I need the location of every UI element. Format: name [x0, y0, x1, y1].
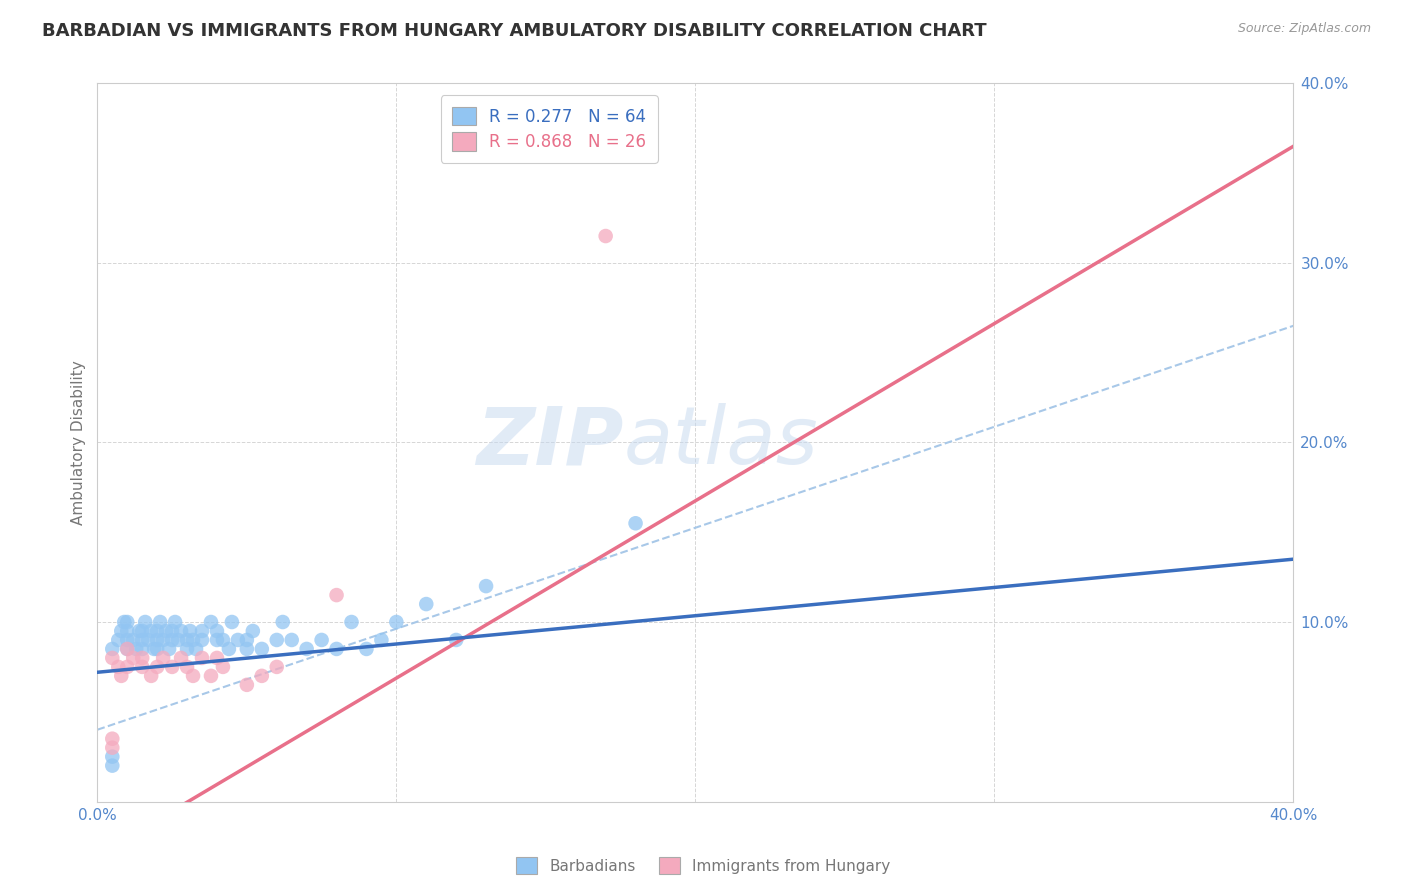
- Point: [160, 660, 183, 674]
- Point: [128, 624, 150, 638]
- Point: [212, 660, 235, 674]
- Point: [131, 642, 153, 657]
- Point: [205, 632, 228, 647]
- Point: [131, 651, 153, 665]
- Point: [157, 642, 180, 657]
- Point: [155, 624, 177, 638]
- Point: [136, 632, 159, 647]
- Point: [200, 669, 222, 683]
- Point: [236, 632, 259, 647]
- Point: [184, 642, 207, 657]
- Point: [122, 632, 145, 647]
- Point: [176, 660, 198, 674]
- Point: [325, 588, 347, 602]
- Point: [475, 579, 498, 593]
- Point: [624, 516, 647, 531]
- Point: [141, 624, 163, 638]
- Point: [250, 669, 273, 683]
- Point: [325, 642, 347, 657]
- Point: [149, 615, 172, 629]
- Point: [101, 651, 124, 665]
- Point: [444, 632, 467, 647]
- Point: [146, 660, 169, 674]
- Point: [191, 624, 214, 638]
- Point: [101, 642, 124, 657]
- Point: [131, 624, 153, 638]
- Y-axis label: Ambulatory Disability: Ambulatory Disability: [72, 360, 86, 524]
- Point: [179, 624, 201, 638]
- Point: [152, 651, 174, 665]
- Point: [595, 229, 617, 244]
- Point: [101, 740, 124, 755]
- Point: [200, 615, 222, 629]
- Point: [205, 624, 228, 638]
- Point: [117, 642, 139, 657]
- Point: [226, 632, 249, 647]
- Text: atlas: atlas: [624, 403, 818, 482]
- Legend: R = 0.277   N = 64, R = 0.868   N = 26: R = 0.277 N = 64, R = 0.868 N = 26: [440, 95, 658, 162]
- Point: [250, 642, 273, 657]
- Point: [218, 642, 240, 657]
- Point: [181, 632, 204, 647]
- Text: ZIP: ZIP: [477, 403, 624, 482]
- Point: [191, 632, 214, 647]
- Point: [176, 632, 198, 647]
- Point: [181, 669, 204, 683]
- Point: [152, 632, 174, 647]
- Point: [101, 749, 124, 764]
- Point: [385, 615, 408, 629]
- Point: [160, 624, 183, 638]
- Point: [107, 632, 129, 647]
- Point: [170, 624, 193, 638]
- Point: [117, 624, 139, 638]
- Point: [110, 624, 132, 638]
- Point: [266, 632, 288, 647]
- Point: [236, 642, 259, 657]
- Point: [117, 632, 139, 647]
- Point: [356, 642, 378, 657]
- Point: [131, 632, 153, 647]
- Point: [170, 651, 193, 665]
- Point: [117, 660, 139, 674]
- Point: [340, 615, 363, 629]
- Point: [146, 642, 169, 657]
- Point: [117, 642, 139, 657]
- Point: [101, 758, 124, 772]
- Point: [242, 624, 264, 638]
- Point: [415, 597, 437, 611]
- Text: BARBADIAN VS IMMIGRANTS FROM HUNGARY AMBULATORY DISABILITY CORRELATION CHART: BARBADIAN VS IMMIGRANTS FROM HUNGARY AMB…: [42, 22, 987, 40]
- Point: [370, 632, 392, 647]
- Point: [101, 731, 124, 746]
- Point: [221, 615, 243, 629]
- Point: [160, 632, 183, 647]
- Point: [117, 615, 139, 629]
- Point: [143, 642, 166, 657]
- Point: [205, 651, 228, 665]
- Point: [191, 651, 214, 665]
- Point: [271, 615, 294, 629]
- Point: [131, 660, 153, 674]
- Point: [236, 678, 259, 692]
- Point: [110, 669, 132, 683]
- Point: [125, 642, 148, 657]
- Point: [146, 624, 169, 638]
- Point: [266, 660, 288, 674]
- Point: [141, 669, 163, 683]
- Point: [165, 615, 187, 629]
- Point: [134, 615, 156, 629]
- Point: [295, 642, 318, 657]
- Point: [311, 632, 333, 647]
- Point: [176, 642, 198, 657]
- Point: [146, 632, 169, 647]
- Point: [122, 651, 145, 665]
- Point: [112, 615, 135, 629]
- Point: [107, 660, 129, 674]
- Text: Source: ZipAtlas.com: Source: ZipAtlas.com: [1237, 22, 1371, 36]
- Legend: Barbadians, Immigrants from Hungary: Barbadians, Immigrants from Hungary: [509, 851, 897, 880]
- Point: [212, 632, 235, 647]
- Point: [167, 632, 190, 647]
- Point: [280, 632, 302, 647]
